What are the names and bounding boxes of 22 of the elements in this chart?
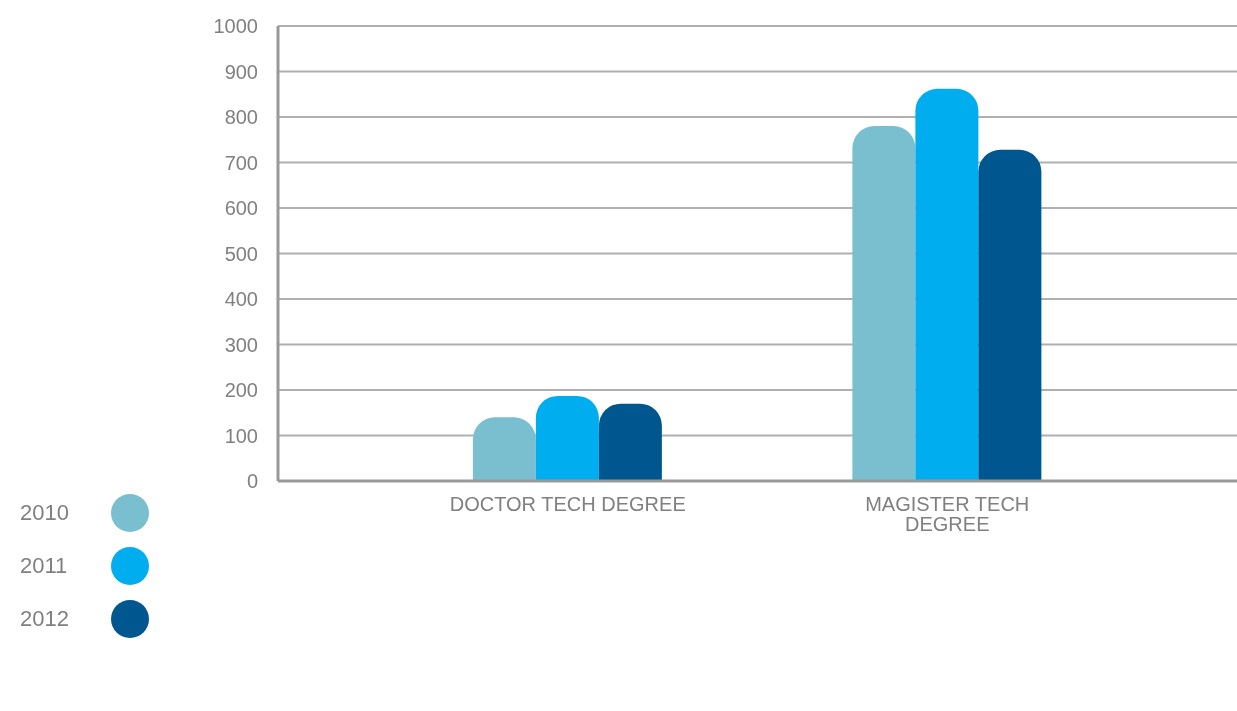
bar bbox=[535, 395, 599, 481]
y-tick-label: 300 bbox=[224, 333, 258, 356]
y-tick-label: 0 bbox=[246, 470, 258, 493]
legend-label: 2012 bbox=[20, 605, 70, 632]
bar bbox=[915, 88, 979, 481]
legend-label: 2011 bbox=[20, 552, 69, 579]
y-tick-label: 500 bbox=[224, 242, 258, 265]
x-tick-label: DOCTOR TECH DEGREE bbox=[449, 493, 686, 516]
y-tick-label: 900 bbox=[224, 60, 258, 83]
y-tick-label: 800 bbox=[224, 106, 258, 129]
y-tick-label: 200 bbox=[224, 379, 258, 402]
y-tick-label: 1000 bbox=[213, 15, 258, 38]
legend-label: 2010 bbox=[20, 499, 70, 526]
y-tick-label: 700 bbox=[224, 151, 258, 174]
y-tick-label: 400 bbox=[224, 288, 258, 311]
bar bbox=[598, 403, 662, 481]
y-tick-label: 600 bbox=[224, 197, 258, 220]
bar bbox=[852, 126, 916, 481]
x-tick-label: MAGISTER TECH DEGREE bbox=[865, 493, 1030, 536]
y-tick-label: 100 bbox=[224, 424, 258, 447]
bar bbox=[472, 417, 536, 481]
bar bbox=[978, 149, 1042, 481]
